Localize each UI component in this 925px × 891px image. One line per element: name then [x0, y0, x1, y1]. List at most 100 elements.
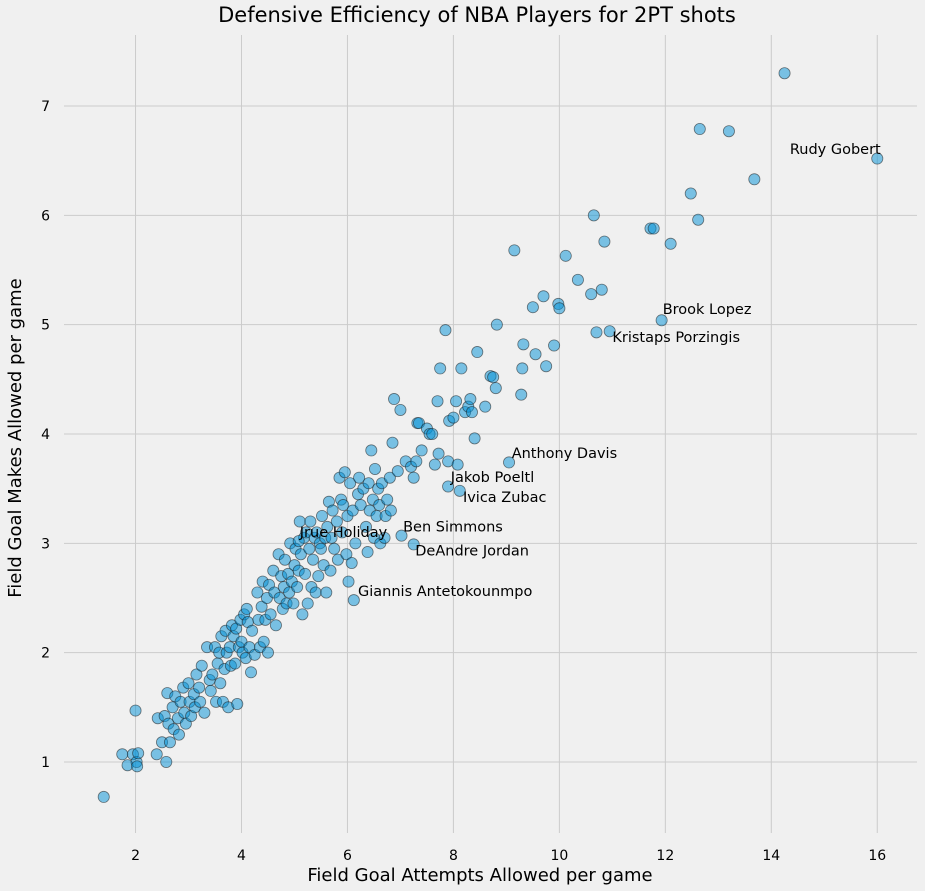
annotation-label: Giannis Antetokounmpo	[358, 584, 532, 600]
data-point	[381, 493, 394, 506]
data-point	[748, 173, 761, 186]
data-point	[587, 209, 600, 222]
data-point	[540, 360, 553, 373]
data-point	[160, 755, 173, 768]
data-point	[365, 444, 378, 457]
x-tick-label: 6	[343, 848, 352, 864]
x-tick-label: 16	[868, 848, 886, 864]
data-point	[598, 235, 611, 248]
data-point	[287, 597, 300, 610]
data-point	[193, 681, 206, 694]
data-point	[453, 484, 466, 497]
data-point	[407, 538, 420, 551]
data-point	[264, 608, 277, 621]
data-point	[321, 520, 334, 533]
data-point	[349, 537, 362, 550]
data-point	[394, 403, 407, 416]
y-tick-label: 7	[41, 99, 50, 115]
data-point	[246, 624, 259, 637]
data-point	[326, 504, 339, 517]
data-point	[150, 748, 163, 761]
data-point	[304, 515, 317, 528]
data-point	[307, 553, 320, 566]
annotation-label: Anthony Davis	[512, 446, 617, 462]
data-point	[347, 594, 360, 607]
data-point	[303, 542, 316, 555]
data-point	[487, 371, 500, 384]
y-tick-label: 2	[41, 646, 50, 662]
data-point	[131, 760, 144, 773]
data-point	[722, 125, 735, 138]
data-point	[471, 346, 484, 359]
x-axis-label: Field Goal Attempts Allowed per game	[307, 865, 652, 886]
data-point	[292, 535, 305, 548]
data-point	[450, 395, 463, 408]
data-point	[354, 499, 367, 512]
data-point	[129, 704, 142, 717]
data-point	[344, 477, 357, 490]
data-point	[455, 362, 468, 375]
data-point	[206, 668, 219, 681]
data-point	[664, 237, 677, 250]
annotation-label: Brook Lopez	[663, 302, 752, 318]
data-point	[603, 325, 616, 338]
grid-lines	[64, 35, 917, 833]
x-tick-label: 10	[550, 848, 568, 864]
data-point	[778, 67, 791, 80]
annotation-label: Jakob Poeltl	[450, 470, 535, 486]
data-point	[257, 635, 270, 648]
x-tick-label: 12	[656, 848, 674, 864]
annotation-label: Jrue Holiday	[299, 525, 388, 541]
data-point	[229, 657, 242, 670]
chart-title: Defensive Efficiency of NBA Players for …	[218, 3, 736, 27]
data-point	[489, 382, 502, 395]
y-tick-label: 1	[41, 755, 50, 771]
data-point	[299, 567, 312, 580]
x-tick-label: 8	[449, 848, 458, 864]
data-point	[571, 273, 584, 286]
data-point	[529, 348, 542, 361]
data-point	[515, 388, 528, 401]
data-point	[655, 314, 668, 327]
data-point	[384, 504, 397, 517]
data-point	[447, 411, 460, 424]
data-point	[310, 526, 323, 539]
player-annotations: Rudy Gobert Brook Lopez Kristaps Porzingis…	[299, 142, 881, 600]
data-point	[301, 597, 314, 610]
data-point	[410, 455, 423, 468]
data-point	[431, 395, 444, 408]
data-point	[647, 222, 660, 235]
data-point	[508, 244, 521, 257]
data-point	[428, 458, 441, 471]
annotation-label: Ben Simmons	[403, 519, 503, 535]
data-point	[312, 570, 325, 583]
data-point	[132, 747, 145, 760]
data-point	[172, 728, 185, 741]
data-point	[291, 581, 304, 594]
data-point	[251, 586, 264, 599]
data-point	[426, 427, 439, 440]
data-point	[442, 480, 455, 493]
data-point	[516, 362, 529, 375]
data-point	[314, 542, 327, 555]
data-point	[407, 471, 420, 484]
data-point	[337, 499, 350, 512]
data-point	[345, 556, 358, 569]
data-point	[692, 213, 705, 226]
data-point	[465, 406, 478, 419]
data-point	[296, 608, 309, 621]
data-point	[383, 471, 396, 484]
data-point	[439, 324, 452, 337]
data-point	[378, 531, 391, 544]
data-point	[338, 466, 351, 479]
data-point	[359, 520, 372, 533]
data-point	[97, 790, 110, 803]
data-point	[328, 542, 341, 555]
data-point	[595, 283, 608, 296]
data-point	[590, 326, 603, 339]
data-point	[342, 575, 355, 588]
x-tick-label: 14	[762, 848, 780, 864]
data-point	[391, 465, 404, 478]
x-tick-label: 2	[131, 848, 140, 864]
